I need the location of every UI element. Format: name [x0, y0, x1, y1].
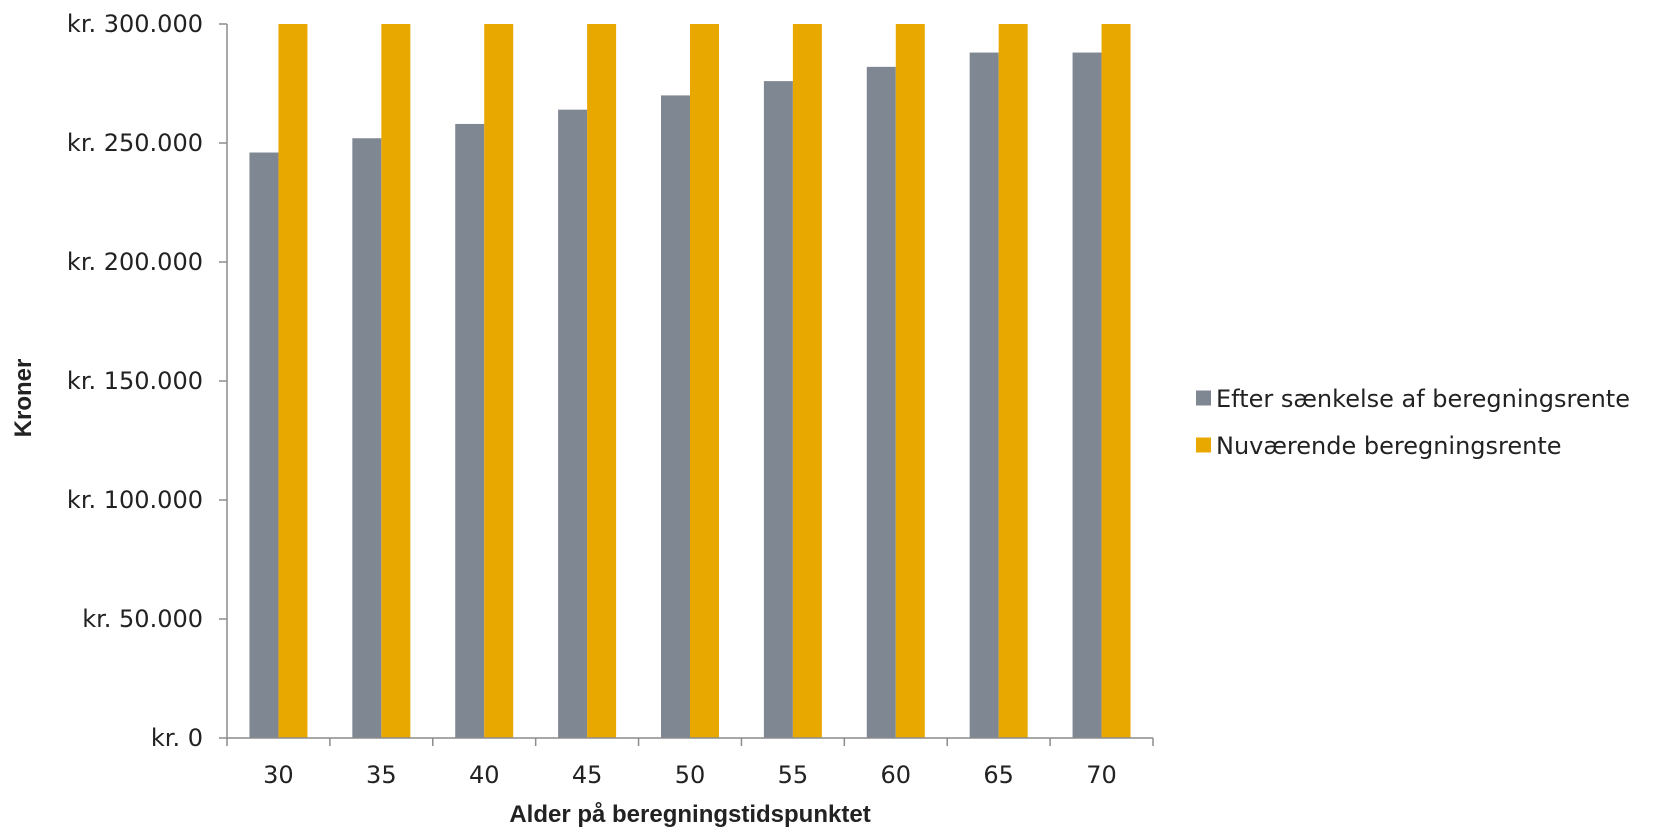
y-tick-label: kr. 200.000 — [67, 248, 203, 276]
x-tick-label: 50 — [675, 761, 706, 789]
x-axis-title: Alder på beregningstidspunktet — [509, 801, 870, 828]
legend: Efter sænkelse af beregningsrente Nuværen… — [1196, 385, 1630, 460]
bar-efter-saenkelse-40 — [455, 123, 485, 738]
bar-efter-saenkelse-30 — [249, 152, 279, 738]
x-tick-label: 60 — [881, 761, 912, 789]
y-tick-label: kr. 50.000 — [82, 605, 203, 633]
legend-swatch-efter-saenkelse — [1196, 390, 1211, 406]
y-tick-label: kr. 150.000 — [67, 367, 203, 395]
bar-efter-saenkelse-35 — [352, 138, 382, 739]
x-tick-label: 45 — [572, 761, 603, 789]
bar-efter-saenkelse-45 — [558, 109, 588, 739]
legend-label-nuvaerende: Nuværende beregningsrente — [1216, 432, 1562, 460]
x-tick-label: 30 — [263, 761, 294, 789]
bar-nuvaerende-70 — [1101, 24, 1131, 738]
bar-nuvaerende-50 — [690, 24, 719, 738]
bar-nuvaerende-30 — [278, 24, 308, 738]
labels-layer: kr. 0 kr. 50.000 kr. 100.000 kr. 150.000 kr.… — [67, 10, 1117, 789]
bar-nuvaerende-40 — [484, 24, 514, 738]
y-tick-label: kr. 250.000 — [67, 129, 203, 157]
y-tick-label: kr. 100.000 — [67, 486, 203, 514]
x-tick-label: 70 — [1086, 761, 1117, 789]
bar-nuvaerende-35 — [381, 24, 411, 738]
x-tick-label: 65 — [983, 761, 1014, 789]
x-tick-label: 40 — [469, 761, 500, 789]
bar-efter-saenkelse-55 — [763, 81, 793, 739]
x-tick-label: 35 — [366, 761, 397, 789]
axes-layer — [219, 23, 1154, 746]
bars-layer — [249, 24, 1131, 739]
bar-nuvaerende-60 — [895, 24, 925, 738]
bar-efter-saenkelse-50 — [661, 95, 690, 738]
bar-efter-saenkelse-65 — [969, 52, 999, 739]
y-axis-title: Kroner — [10, 359, 37, 438]
y-tick-label: kr. 0 — [151, 724, 203, 752]
bar-efter-saenkelse-60 — [866, 66, 896, 739]
bar-nuvaerende-55 — [792, 24, 822, 738]
bar-efter-saenkelse-70 — [1072, 52, 1102, 739]
legend-swatch-nuvaerende — [1196, 437, 1211, 453]
bar-nuvaerende-65 — [998, 24, 1028, 738]
y-tick-label: kr. 300.000 — [67, 10, 203, 38]
legend-label-efter-saenkelse: Efter sænkelse af beregningsrente — [1216, 385, 1630, 413]
bar-nuvaerende-45 — [587, 24, 617, 738]
x-tick-label: 55 — [778, 761, 809, 789]
